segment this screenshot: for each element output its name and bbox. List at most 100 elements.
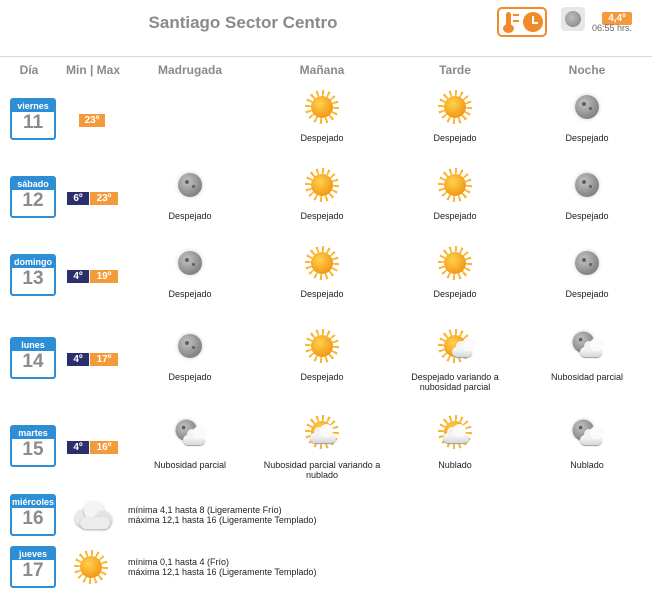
condition-label: Despejado bbox=[433, 133, 477, 143]
sun-cloud-icon bbox=[438, 415, 472, 451]
page-header: Santiago Sector Centro 4,4º 06:55 hrs. bbox=[0, 0, 652, 56]
forecast-cell-noche: Despejado bbox=[522, 90, 652, 143]
condition-label: Nublado bbox=[570, 460, 604, 470]
forecast-cell-madrugada: Despejado bbox=[125, 246, 255, 299]
condition-label: Nublado bbox=[438, 460, 472, 470]
date-box[interactable]: miércoles 16 bbox=[10, 494, 56, 536]
date-box[interactable]: domingo 13 bbox=[10, 254, 56, 296]
date-box[interactable]: lunes 14 bbox=[10, 337, 56, 379]
min-temperature: 4º bbox=[67, 270, 89, 283]
day-name: viernes bbox=[12, 100, 54, 112]
day-name: sábado bbox=[12, 178, 54, 190]
moon-cloud-icon bbox=[173, 417, 207, 451]
max-temperature: 19º bbox=[90, 270, 118, 283]
condition-label: Despejado bbox=[433, 211, 477, 221]
date-box[interactable]: viernes 11 bbox=[10, 98, 56, 140]
day-name: miércoles bbox=[12, 496, 55, 508]
condition-label: Despejado bbox=[565, 133, 609, 143]
date-box[interactable]: jueves 17 bbox=[10, 546, 56, 588]
moon-icon bbox=[173, 246, 207, 280]
cloud-icon bbox=[72, 498, 114, 532]
sun-icon bbox=[438, 246, 472, 280]
day-name: lunes bbox=[12, 339, 54, 351]
sun-icon bbox=[305, 329, 339, 363]
max-temperature: 16º bbox=[90, 441, 118, 454]
sun-icon bbox=[305, 168, 339, 202]
forecast-cell-noche: Despejado bbox=[522, 168, 652, 221]
min-temperature: 4º bbox=[67, 441, 89, 454]
header-divider bbox=[0, 56, 652, 57]
forecast-cell-madrugada: Despejado bbox=[125, 329, 255, 382]
day-number: 13 bbox=[22, 268, 44, 289]
moon-icon bbox=[173, 329, 207, 363]
forecast-cell-manana: Despejado bbox=[257, 329, 387, 382]
condition-label: Despejado bbox=[168, 289, 212, 299]
min-temperature: 6º bbox=[67, 192, 89, 205]
current-temperature: 4,4º bbox=[602, 12, 632, 25]
forecast-cell-tarde: Despejado bbox=[390, 90, 520, 143]
sun-icon bbox=[74, 550, 108, 584]
date-box[interactable]: sábado 12 bbox=[10, 176, 56, 218]
condition-label: Despejado bbox=[300, 211, 344, 221]
forecast-cell-madrugada: Nubosidad parcial bbox=[125, 417, 255, 470]
moon-icon bbox=[570, 246, 604, 280]
forecast-cell-madrugada: Despejado bbox=[125, 168, 255, 221]
day-name: domingo bbox=[12, 256, 54, 268]
condition-label: Despejado bbox=[168, 211, 212, 221]
condition-label: Despejado bbox=[565, 211, 609, 221]
moon-icon bbox=[570, 90, 604, 124]
sun-small-cloud-icon bbox=[438, 329, 475, 363]
sun-cloud-icon bbox=[305, 415, 339, 451]
column-header-dia: Día bbox=[19, 63, 39, 77]
condition-label: Despejado bbox=[565, 289, 609, 299]
condition-label: Nubosidad parcial variando a nublado bbox=[263, 460, 381, 480]
condition-label: Despejado bbox=[300, 133, 344, 143]
forecast-cell-manana: Despejado bbox=[257, 168, 387, 221]
forecast-cell-noche: Nubosidad parcial bbox=[522, 329, 652, 382]
forecast-cell-tarde: Despejado bbox=[390, 168, 520, 221]
condition-label: Despejado bbox=[168, 372, 212, 382]
temperature-clock-icon[interactable] bbox=[497, 7, 547, 37]
day-name: jueves bbox=[12, 548, 54, 560]
sun-icon bbox=[305, 90, 339, 124]
moon-cloud-icon bbox=[570, 417, 604, 451]
condition-label: Despejado bbox=[300, 289, 344, 299]
condition-label: Nubosidad parcial bbox=[550, 372, 624, 382]
condition-label: Despejado variando a nubosidad parcial bbox=[411, 372, 499, 392]
current-condition-icon bbox=[561, 7, 585, 31]
date-box[interactable]: martes 15 bbox=[10, 425, 56, 467]
moon-cloud-icon bbox=[570, 329, 604, 363]
day-number: 12 bbox=[22, 190, 44, 211]
column-header-manana: Mañana bbox=[299, 63, 345, 77]
day-number: 16 bbox=[22, 508, 44, 529]
column-header-minmax: Min | Max bbox=[65, 63, 121, 77]
sun-icon bbox=[438, 90, 472, 124]
day-name: martes bbox=[12, 427, 54, 439]
forecast-cell-manana: Despejado bbox=[257, 90, 387, 143]
min-temperature: 4º bbox=[67, 353, 89, 366]
condition-label: Despejado bbox=[300, 372, 344, 382]
column-header-noche: Noche bbox=[568, 63, 606, 77]
forecast-cell-manana: Despejado bbox=[257, 246, 387, 299]
condition-label: Despejado bbox=[433, 289, 477, 299]
max-temperature: 23º bbox=[90, 192, 118, 205]
column-header-madrugada: Madrugada bbox=[157, 63, 222, 77]
forecast-cell-noche: Nublado bbox=[522, 417, 652, 470]
current-time: 06:55 hrs. bbox=[592, 23, 633, 33]
forecast-cell-noche: Despejado bbox=[522, 246, 652, 299]
moon-icon bbox=[570, 168, 604, 202]
sun-icon bbox=[438, 168, 472, 202]
forecast-cell-tarde: Despejado bbox=[390, 246, 520, 299]
max-range-text: máxima 12,1 hasta 16 (Ligeramente Templa… bbox=[128, 515, 317, 525]
column-header-tarde: Tarde bbox=[439, 63, 471, 77]
day-number: 11 bbox=[22, 112, 44, 133]
forecast-cell-tarde: Despejado variando a nubosidad parcial bbox=[390, 329, 520, 392]
max-range-text: máxima 12,1 hasta 16 (Ligeramente Templa… bbox=[128, 567, 317, 577]
day-number: 15 bbox=[22, 439, 44, 460]
moon-icon bbox=[173, 168, 207, 202]
forecast-cell-manana: Nubosidad parcial variando a nublado bbox=[257, 415, 387, 480]
day-number: 14 bbox=[22, 351, 44, 372]
sun-icon bbox=[305, 246, 339, 280]
min-range-text: mínima 0,1 hasta 4 (Frío) bbox=[128, 557, 230, 567]
min-range-text: mínima 4,1 hasta 8 (Ligeramente Frío) bbox=[128, 505, 282, 515]
